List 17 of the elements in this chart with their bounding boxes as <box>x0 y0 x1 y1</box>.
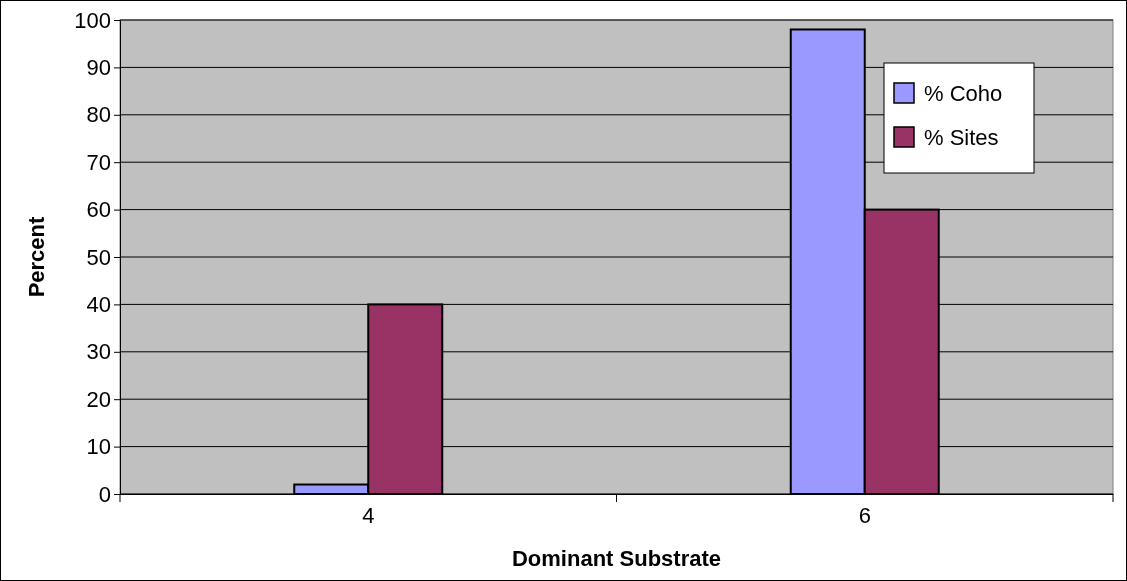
y-axis-title: Percent <box>24 215 49 298</box>
y-tick-label: 70 <box>86 149 111 175</box>
y-tick-label: 80 <box>86 102 111 128</box>
x-axis-title: Dominant Substrate <box>511 546 722 571</box>
y-tick-label: 30 <box>86 339 111 365</box>
legend-label: % Coho <box>924 81 1003 106</box>
y-tick-label: 0 <box>98 481 111 507</box>
y-tick-label: 40 <box>86 291 111 317</box>
x-tick-label: 6 <box>858 503 871 529</box>
y-tick-label: 20 <box>86 386 111 412</box>
y-tick-label: 90 <box>86 54 111 80</box>
y-tick-label: 60 <box>86 197 111 223</box>
legend-label: % Sites <box>924 125 999 150</box>
y-tick-label: 100 <box>74 7 111 33</box>
x-tick-label: 4 <box>362 503 375 529</box>
y-tick-label: 50 <box>86 244 111 270</box>
y-tick-label: 10 <box>86 434 111 460</box>
